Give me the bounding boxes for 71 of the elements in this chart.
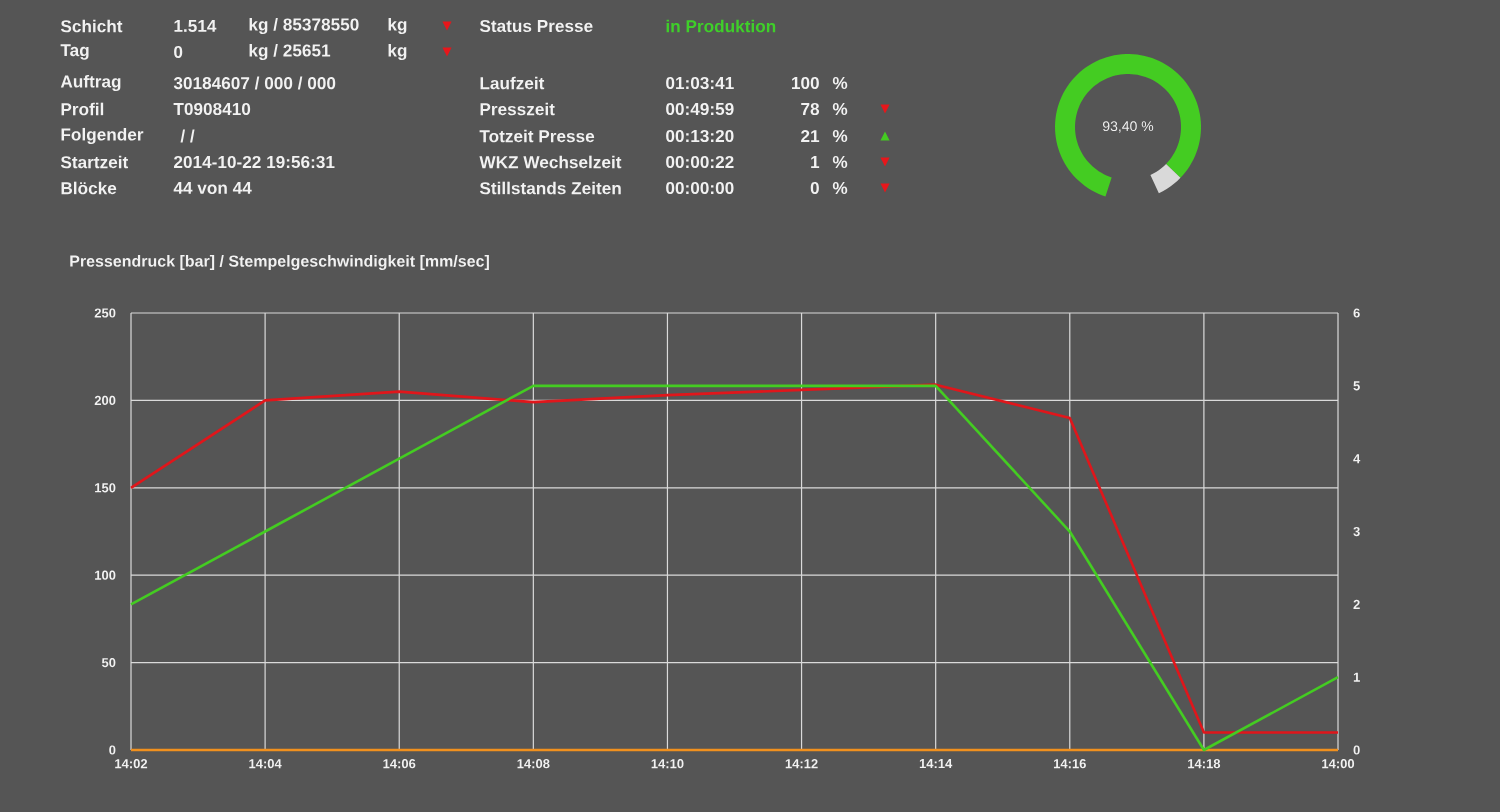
y-tick-label: 150 [95, 483, 116, 493]
text: Schicht [60, 19, 123, 33]
text: kg [388, 43, 407, 61]
y-tick-label: 100 [95, 570, 116, 580]
chart-title: Pressendruck [bar] / Stempelgeschwindigkeit [mm/sec] [70, 255, 489, 271]
text: % [832, 155, 848, 169]
y2-tick-label: 6 [1353, 308, 1360, 318]
text: / / [180, 129, 195, 143]
y2-tick-label: 3 [1353, 526, 1360, 537]
text: Profil [61, 102, 104, 116]
text: Stillstands Zeiten [479, 181, 621, 195]
text: Blöcke [61, 181, 117, 195]
text: ▼ [880, 104, 890, 114]
text: Status Presse [479, 19, 593, 33]
text: 44 von 44 [173, 182, 252, 194]
y-tick-label: 250 [94, 308, 116, 318]
text: % [832, 129, 848, 143]
text: ▼ [880, 183, 890, 193]
text: WKZ Wechselzeit [479, 155, 622, 169]
text: 30184607 / 000 / 000 [173, 76, 336, 90]
y2-tick-label: 4 [1353, 454, 1361, 464]
y-tick-label: 0 [109, 745, 116, 755]
y2-tick-label: 1 [1353, 672, 1360, 682]
text: Startzeit [60, 155, 129, 169]
text: Tag [60, 44, 89, 60]
text: 100 [792, 76, 819, 90]
text: 01:03:41 [666, 76, 734, 90]
text: 21 [801, 130, 820, 143]
x-tick-label: 14:18 [1188, 759, 1221, 769]
x-tick-label: 14:00 [1322, 759, 1355, 769]
text: 00:00:22 [666, 155, 734, 169]
x-tick-label: 14:14 [919, 759, 953, 768]
x-tick-label: 14:04 [249, 759, 282, 769]
text: 1 [811, 156, 820, 168]
x-tick-label: 14:10 [651, 759, 684, 769]
x-tick-label: 14:06 [383, 759, 416, 769]
text: kg / 25651 [249, 43, 331, 61]
x-tick-label: 14:16 [1053, 759, 1086, 769]
text: Folgender [61, 127, 144, 145]
text: 00:49:59 [666, 102, 734, 116]
text: 2014-10-22 19:56:31 [173, 155, 335, 169]
text: % [832, 181, 848, 195]
text: % [832, 76, 848, 90]
y-tick-label: 50 [101, 658, 116, 668]
text: in Produktion [666, 19, 776, 33]
text: Auftrag [60, 74, 121, 92]
text: 0 [174, 45, 183, 59]
y2-tick-label: 0 [1353, 745, 1360, 755]
x-tick-label: 14:08 [517, 759, 550, 769]
text: T0908410 [173, 102, 251, 116]
y-tick-label: 200 [94, 395, 116, 406]
y2-tick-label: 2 [1353, 599, 1360, 609]
text: ▼ [442, 47, 452, 57]
text: ▲ [880, 131, 890, 141]
text: 1.514 [174, 20, 217, 32]
text: 0 [810, 181, 819, 195]
text: 00:00:00 [666, 181, 734, 195]
y2-tick-label: 5 [1353, 381, 1360, 391]
data-label: 93,40 % [1102, 121, 1154, 133]
text: Laufzeit [480, 76, 545, 90]
x-tick-label: 14:12 [785, 759, 818, 769]
text: kg / 85378550 [249, 17, 359, 35]
text: Totzeit Presse [479, 129, 595, 143]
text: 78 [801, 102, 820, 116]
text: ▼ [442, 21, 452, 31]
text: kg [388, 17, 407, 35]
x-tick-label: 14:02 [115, 759, 148, 769]
text: ▼ [880, 157, 890, 167]
text: % [832, 102, 848, 116]
text: Presszeit [480, 102, 555, 116]
text: 00:13:20 [666, 129, 734, 143]
